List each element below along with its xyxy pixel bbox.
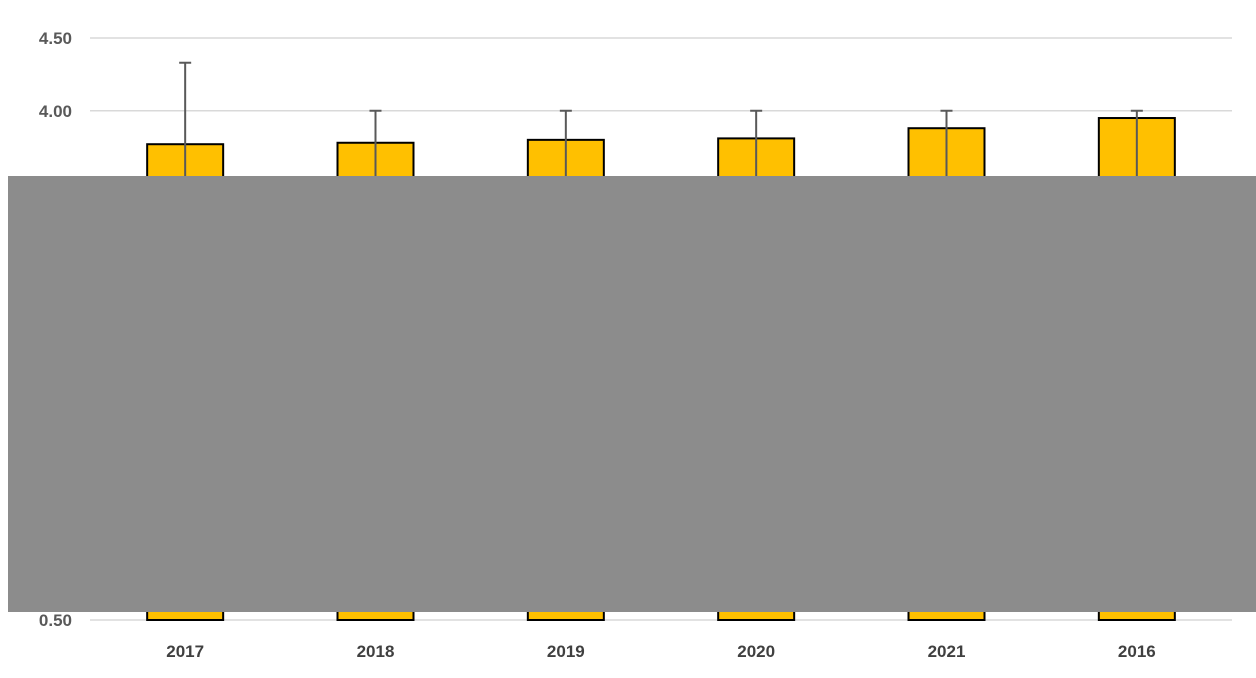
y-tick-label: 4.50 [39,29,72,48]
x-category-label: 2019 [547,642,585,661]
x-category-label: 2016 [1118,642,1156,661]
x-category-label: 2017 [166,642,204,661]
obscured-region [8,176,1256,612]
y-tick-label: 0.50 [39,611,72,630]
x-axis-category-labels: 2017 2018 2019 2020 2021 2016 [166,642,1155,661]
x-category-label: 2020 [737,642,775,661]
y-tick-label: 4.00 [39,102,72,121]
x-category-label: 2021 [928,642,966,661]
x-category-label: 2018 [357,642,395,661]
